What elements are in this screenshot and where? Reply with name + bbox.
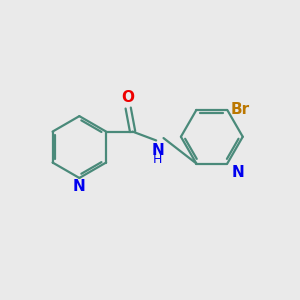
Text: H: H (153, 153, 162, 166)
Text: N: N (232, 165, 244, 180)
Text: N: N (151, 143, 164, 158)
Text: O: O (122, 89, 135, 104)
Text: Br: Br (231, 103, 250, 118)
Text: N: N (73, 179, 86, 194)
